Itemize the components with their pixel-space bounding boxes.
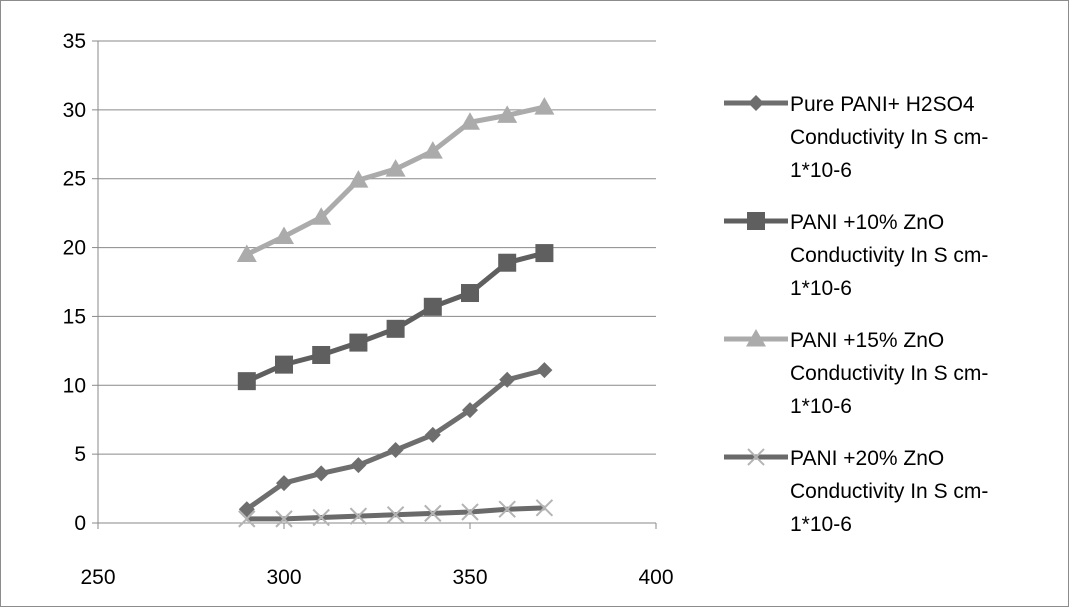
x-tick-label: 400 (638, 566, 673, 589)
legend-entry-1: Pure PANI+ H2SO4 Conductivity In S cm- 1*1… (724, 93, 988, 182)
x-tick-label: 350 (452, 566, 487, 589)
data-point (311, 207, 332, 225)
data-point (385, 159, 406, 177)
data-point (348, 170, 369, 188)
data-point (498, 253, 517, 272)
data-point (499, 371, 516, 388)
series-1 (238, 362, 553, 518)
legend-marker (747, 448, 765, 466)
legend-label: Conductivity In S cm- (790, 362, 988, 385)
x-tick-label: 250 (80, 566, 115, 589)
marker-stroke (535, 499, 554, 517)
legend-label: PANI +10% ZnO (790, 211, 944, 234)
data-point (535, 244, 554, 263)
y-tick-label: 5 (74, 443, 86, 466)
legend-label: Conductivity In S cm- (790, 244, 988, 267)
data-point (238, 510, 256, 528)
data-point (536, 362, 553, 379)
data-point (461, 284, 479, 303)
y-tick-label: 25 (63, 168, 86, 191)
legend-label: 1*10-6 (790, 395, 852, 418)
legend-label: 1*10-6 (790, 277, 852, 300)
legend: Pure PANI+ H2SO4 Conductivity In S cm- 1*1… (724, 93, 988, 536)
data-point (424, 504, 442, 523)
data-point (274, 226, 294, 245)
data-point (312, 345, 331, 364)
tick-labels: 0 5 10 15 20 25 30 35 250 300 350 400 (63, 30, 674, 589)
data-point (237, 372, 256, 391)
marker-stroke (461, 503, 479, 521)
data-point (313, 465, 330, 482)
legend-label: PANI +15% ZnO (790, 329, 944, 352)
marker-stroke (747, 448, 765, 466)
x-tick-label: 300 (266, 566, 301, 589)
y-tick-label: 35 (63, 30, 86, 53)
data-point (423, 297, 442, 316)
data-point (350, 457, 367, 474)
data-point (312, 508, 330, 527)
y-tick-label: 30 (63, 99, 86, 122)
data-point (386, 506, 405, 524)
data-point (498, 500, 516, 518)
legend-entry-2: PANI +10% ZnO Conductivity In S cm- 1*10-6 (724, 211, 988, 300)
data-point (275, 355, 293, 374)
marker-stroke (424, 504, 442, 523)
data-point (349, 507, 368, 525)
series-line (245, 104, 545, 257)
legend-marker (747, 212, 765, 230)
data-point (534, 97, 555, 115)
data-point (462, 402, 478, 419)
marker-stroke (349, 507, 368, 525)
data-point (276, 475, 292, 492)
legend-label: Pure PANI+ H2SO4 (790, 93, 975, 116)
marker-stroke (312, 508, 330, 527)
legend-entry-3: PANI +15% ZnO Conductivity In S cm- 1*10-6 (724, 329, 988, 418)
series-4 (238, 499, 554, 528)
gridlines (98, 40, 656, 455)
marker-stroke (275, 510, 293, 528)
data-point (236, 244, 257, 262)
y-tick-label: 15 (63, 305, 86, 328)
data-point (387, 442, 404, 459)
legend-marker (748, 95, 764, 111)
legend-label: PANI +20% ZnO (790, 447, 944, 470)
legend-label: Conductivity In S cm- (790, 480, 988, 503)
data-point (424, 426, 441, 443)
data-point (535, 499, 554, 517)
data-point (349, 333, 368, 352)
y-tick-label: 10 (63, 374, 86, 397)
legend-label: Conductivity In S cm- (790, 126, 988, 149)
data-point (497, 105, 518, 123)
legend-label: 1*10-6 (790, 513, 852, 536)
axes (92, 40, 657, 529)
data-point (238, 501, 255, 518)
series-2 (237, 244, 554, 391)
y-tick-label: 0 (74, 512, 86, 535)
marker-stroke (238, 510, 256, 528)
series-line (245, 367, 546, 512)
legend-label: 1*10-6 (790, 159, 852, 182)
series-3 (236, 97, 555, 262)
legend-marker (746, 329, 766, 347)
data-series (236, 97, 555, 528)
data-point (275, 510, 293, 528)
data-point (422, 141, 443, 159)
data-point (460, 112, 480, 130)
y-tick-label: 20 (63, 237, 86, 260)
legend-entry-4: PANI +20% ZnO Conductivity In S cm- 1*10-6 (724, 447, 988, 536)
data-point (461, 503, 479, 521)
marker-stroke (386, 506, 405, 524)
marker-stroke (498, 500, 516, 518)
data-point (386, 319, 405, 338)
